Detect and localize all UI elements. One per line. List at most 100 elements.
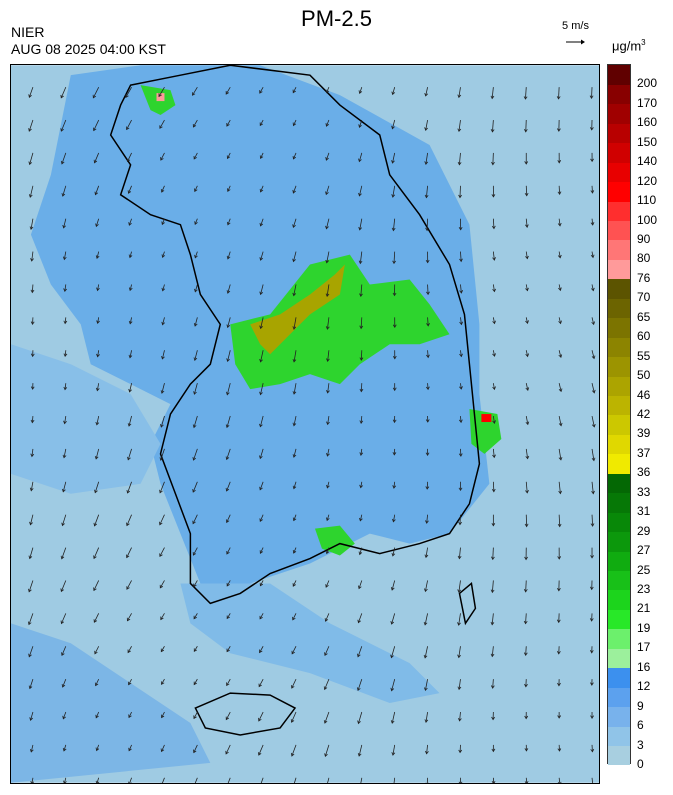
wind-vector-head	[28, 588, 32, 593]
wind-vector	[226, 580, 231, 587]
wind-vector-head	[62, 224, 66, 229]
wind-vector-head	[95, 255, 100, 260]
wind-vector	[591, 777, 594, 783]
wind-vector	[425, 711, 428, 723]
wind-vector	[128, 415, 132, 427]
wind-vector	[125, 86, 132, 98]
wind-vector	[391, 646, 396, 658]
legend-swatch	[608, 745, 630, 766]
wind-vector-head	[225, 424, 230, 429]
wind-vector	[325, 580, 330, 588]
wind-vector	[193, 580, 198, 587]
legend-label: 9	[637, 698, 644, 713]
wind-vector-head	[524, 129, 528, 133]
wind-vector-head	[492, 353, 496, 357]
wind-vector-head	[226, 615, 231, 620]
wind-vector-head	[392, 387, 397, 392]
legend-swatch	[608, 356, 630, 377]
legend-label: 200	[637, 76, 658, 91]
wind-vector-head	[358, 90, 363, 95]
wind-vector-head	[292, 454, 297, 458]
wind-vector-head	[525, 255, 529, 260]
wind-vector	[64, 415, 67, 424]
wind-vector	[259, 119, 264, 126]
wind-vector-head	[324, 753, 328, 758]
wind-vector-head	[63, 353, 68, 357]
wind-vector-head	[558, 354, 563, 358]
wind-vector-head	[226, 123, 230, 127]
wind-vector	[260, 350, 264, 362]
wind-vector-head	[259, 291, 264, 296]
wind-vector	[93, 547, 100, 559]
wind-vector	[458, 679, 461, 690]
wind-vector	[293, 317, 297, 330]
wind-vector-head	[95, 780, 100, 783]
wind-vector	[28, 613, 34, 625]
wind-vector	[126, 119, 132, 130]
wind-vector-head	[359, 293, 363, 298]
wind-vector-head	[27, 621, 32, 626]
wind-vector	[258, 744, 264, 756]
wind-vector	[327, 350, 330, 362]
wind-vector-head	[325, 225, 329, 230]
wind-vector-head	[292, 485, 297, 490]
legend-swatch	[608, 434, 630, 455]
wind-vector	[226, 678, 231, 686]
wind-vector-head	[459, 258, 463, 263]
wind-vector	[324, 711, 330, 724]
wind-vector-head	[491, 716, 495, 721]
wind-vector	[327, 317, 330, 330]
wind-vector	[591, 383, 595, 393]
wind-vector	[425, 119, 428, 131]
wind-vector-head	[524, 715, 529, 720]
wind-vector	[97, 317, 100, 324]
wind-vector-head	[259, 188, 264, 193]
wind-vector	[227, 152, 231, 159]
wind-vector-head	[160, 648, 165, 653]
legend-swatch	[608, 201, 630, 222]
wind-vector-head	[128, 714, 132, 719]
wind-vector	[129, 350, 132, 358]
pm25-map[interactable]	[10, 64, 600, 784]
wind-vector	[460, 284, 462, 293]
wind-vector	[62, 678, 67, 688]
wind-vector-head	[93, 555, 97, 560]
wind-vector	[62, 711, 67, 719]
wind-vector	[227, 350, 231, 362]
wind-vector	[392, 152, 396, 164]
legend-label: 27	[637, 543, 651, 558]
wind-vector	[293, 119, 297, 126]
legend-label: 160	[637, 115, 658, 130]
wind-vector-head	[96, 320, 100, 325]
wind-vector-head	[193, 583, 197, 588]
wind-vector	[127, 646, 132, 653]
wind-vector-head	[426, 354, 430, 359]
wind-vector-head	[390, 587, 395, 591]
wind-vector	[225, 711, 231, 720]
wind-vector	[591, 218, 594, 226]
wind-vector	[324, 744, 330, 757]
wind-vector	[161, 383, 165, 394]
wind-vector	[591, 284, 594, 291]
wind-vector-head	[225, 716, 230, 721]
wind-vector-head	[128, 287, 133, 292]
wind-vector	[426, 744, 428, 754]
legend-swatch	[608, 492, 630, 513]
wind-vector-head	[359, 357, 364, 361]
wind-vector-head	[193, 323, 198, 327]
wind-scale-arrow-icon	[566, 39, 585, 45]
wind-vector	[127, 613, 132, 621]
wind-vector	[292, 86, 297, 93]
wind-vector-head	[161, 254, 166, 258]
legend-label: 0	[637, 757, 644, 771]
wind-vector	[393, 251, 396, 264]
wind-vector-head	[93, 619, 98, 623]
wind-vector	[158, 86, 165, 97]
wind-vector-head	[161, 356, 165, 360]
wind-vector	[259, 613, 264, 620]
wind-vector	[492, 383, 495, 390]
wind-vector-head	[226, 324, 231, 329]
wind-vector	[160, 415, 165, 428]
wind-vector	[193, 646, 198, 652]
wind-vector-head	[558, 456, 563, 461]
